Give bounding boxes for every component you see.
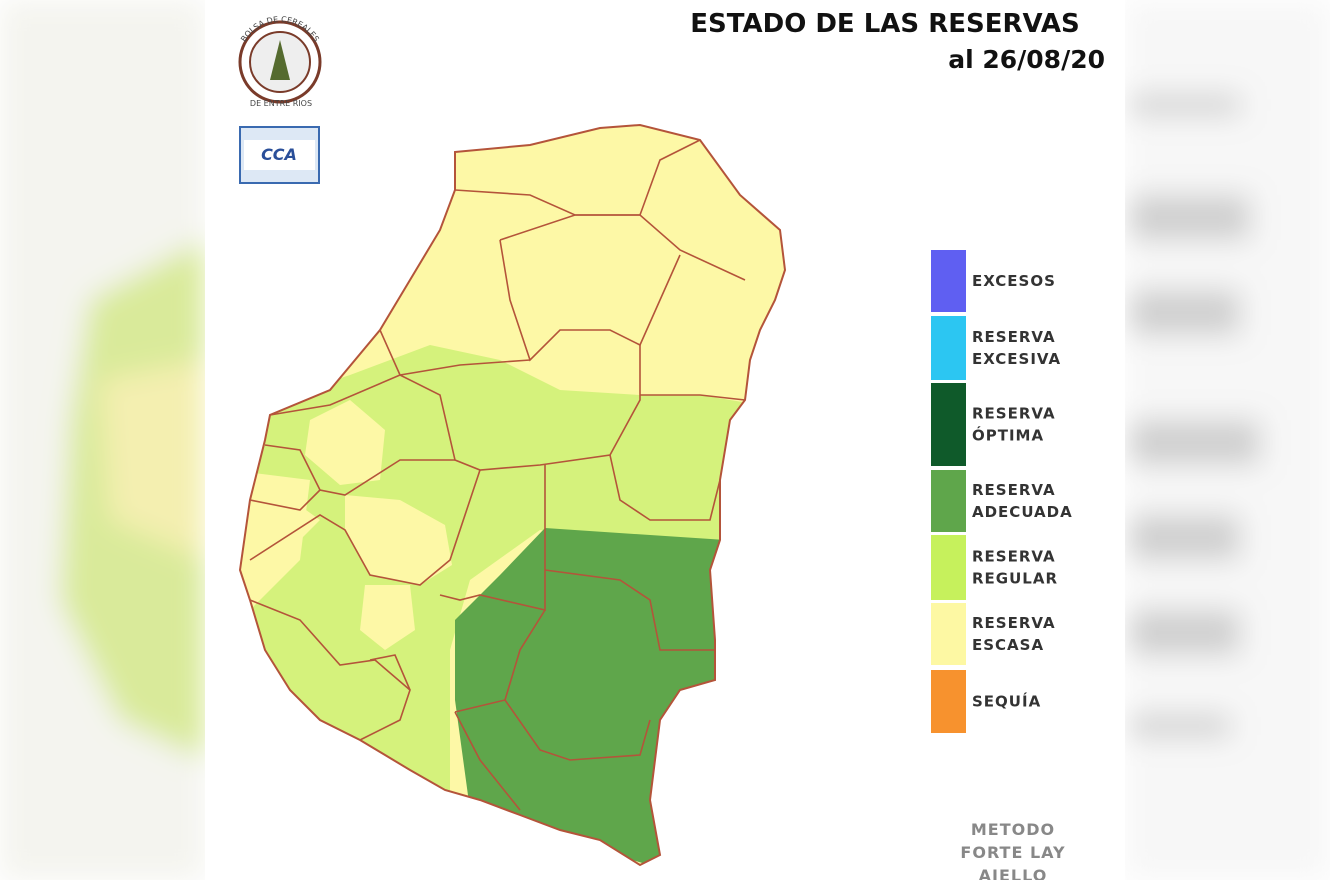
legend-swatch (931, 250, 966, 312)
legend-label: REGULAR (972, 570, 1058, 588)
legend-label: ESCASA (972, 636, 1044, 654)
legend-label: RESERVA (972, 405, 1056, 423)
legend-swatch (931, 603, 966, 665)
legend-label: SEQUÍA (972, 692, 1041, 711)
legend-swatch (931, 470, 966, 532)
legend-label: ÓPTIMA (972, 426, 1044, 445)
method-text: FORTE LAY (960, 843, 1065, 862)
legend-label: RESERVA (972, 548, 1056, 566)
legend-label: RESERVA (972, 328, 1056, 346)
title: ESTADO DE LAS RESERVAS (690, 9, 1079, 39)
bolsa-logo: BOLSA DE CEREALES DE ENTRE RIOS (238, 15, 322, 108)
logo-text: CCA (261, 145, 297, 164)
legend-swatch (931, 670, 966, 733)
blurred-right (1125, 0, 1330, 880)
legend-label: RESERVA (972, 481, 1056, 499)
cca-logo: CCA (239, 126, 320, 184)
method-text: AIELLO (979, 866, 1048, 880)
legend-label: RESERVA (972, 614, 1056, 632)
legend-label: EXCESIVA (972, 350, 1061, 368)
legend-swatch (931, 316, 966, 380)
legend-swatch (931, 535, 966, 600)
method: METODO FORTE LAY AIELLO (960, 820, 1065, 880)
date: al 26/08/20 (948, 45, 1105, 74)
legend: EXCESOS RESERVA EXCESIVA RESERVA ÓPTIMA RESER… (931, 250, 1073, 733)
method-text: METODO (971, 820, 1055, 839)
legend-label: ADECUADA (972, 503, 1073, 521)
legend-label: EXCESOS (972, 272, 1056, 290)
legend-swatch (931, 383, 966, 466)
logo-text: DE ENTRE RIOS (250, 99, 312, 108)
blurred-left (0, 0, 205, 880)
